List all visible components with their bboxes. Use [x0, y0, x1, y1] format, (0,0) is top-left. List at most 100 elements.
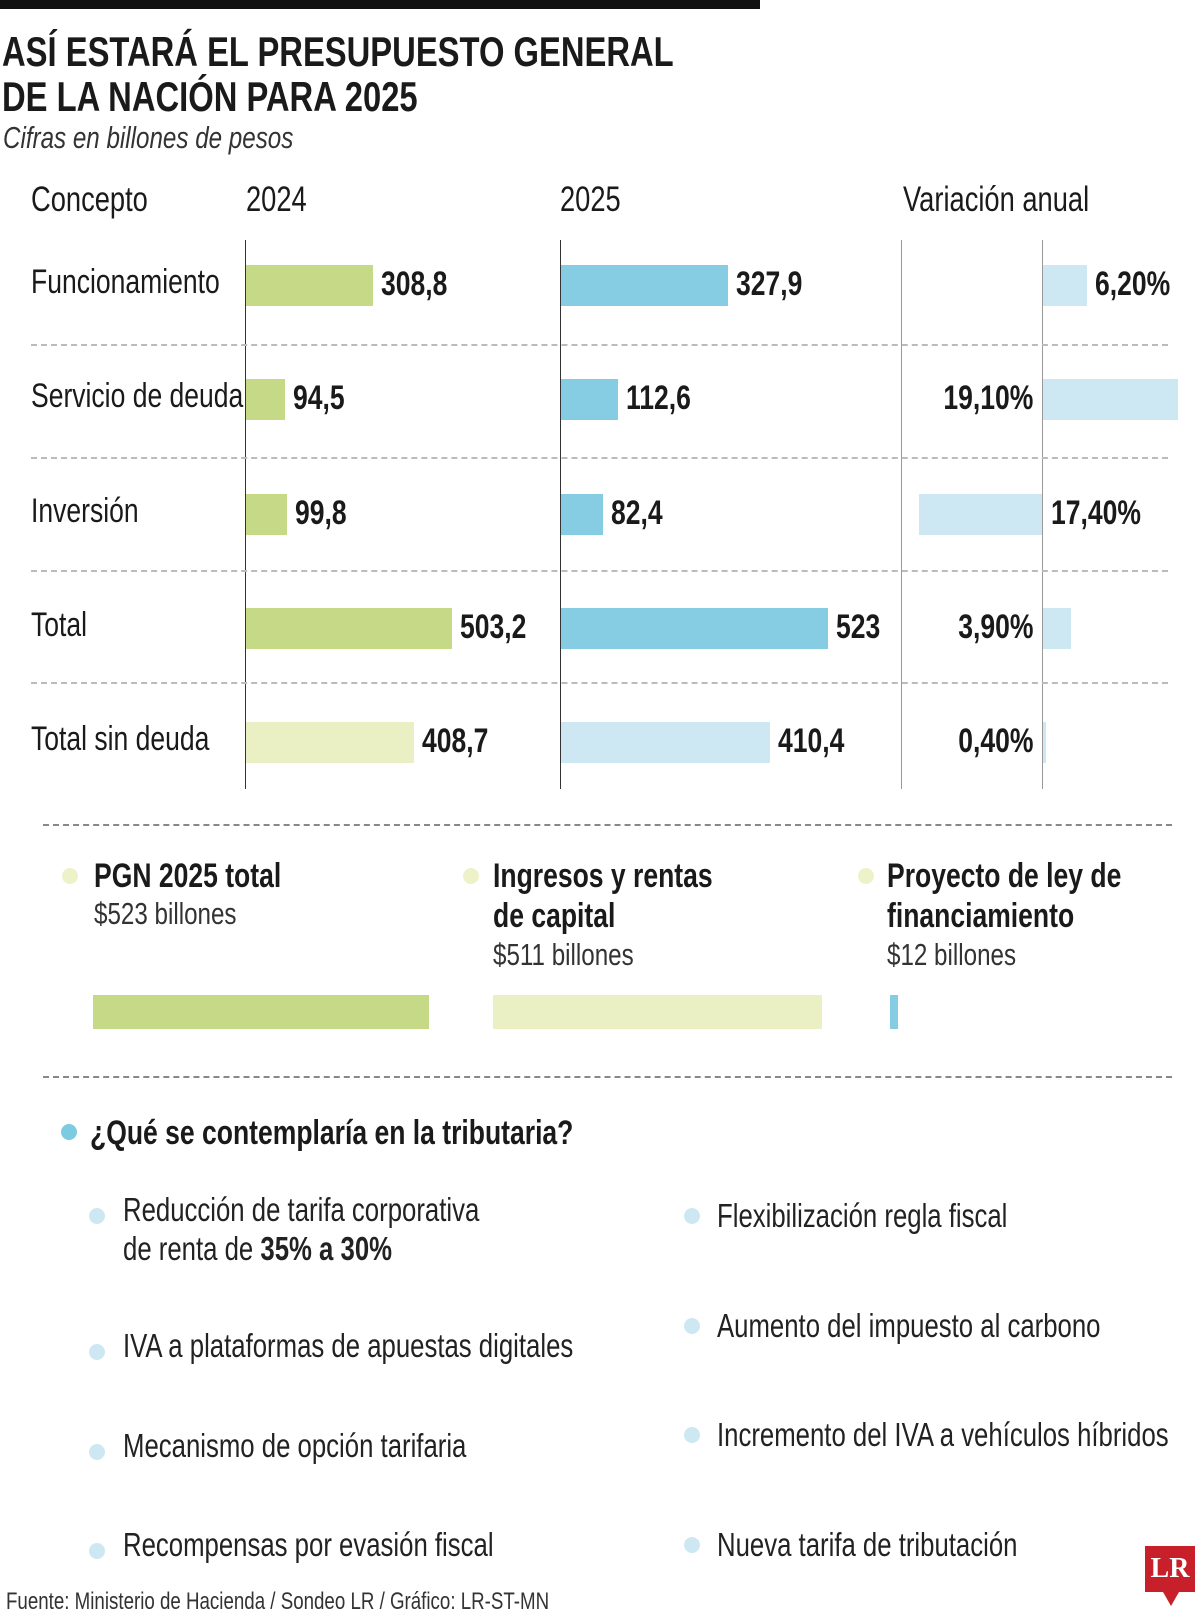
question-text: ¿Qué se contemplaría en la tributaria?: [90, 1114, 574, 1152]
value-label-2025: 327,9: [736, 265, 821, 304]
value-label-variacion-text: 19,10%: [943, 379, 1033, 417]
summary-bar: [493, 995, 822, 1029]
value-label-2024-text: 503,2: [460, 608, 527, 646]
summary-value: $523 billones: [94, 896, 277, 932]
summary-bar: [890, 995, 898, 1029]
tributaria-item: Mecanismo de opción tarifaria: [123, 1426, 563, 1465]
col-header-text: 2025: [560, 180, 621, 219]
summary-title-text: Proyecto de ley de: [887, 857, 1122, 895]
bullet-dot-icon: [89, 1543, 105, 1559]
tributaria-item: Incremento del IVA a vehículos híbridos: [717, 1415, 1200, 1454]
value-label-2025: 82,4: [611, 494, 677, 533]
value-label-2024-text: 308,8: [380, 265, 447, 303]
value-label-variacion-text: 17,40%: [1051, 494, 1141, 532]
tributaria-item: Reducción de tarifa corporativa de renta …: [123, 1190, 580, 1268]
col-header-2025: 2025: [560, 180, 638, 220]
section-divider: [43, 824, 1172, 826]
row-label: Total sin deuda: [31, 720, 260, 759]
col-header-text: Concepto: [31, 180, 148, 219]
value-label-variacion: 0,40%: [937, 722, 1033, 761]
summary-value-text: $511 billones: [493, 937, 634, 972]
bar-2024: [246, 379, 285, 420]
tributaria-item-text: Reducción de tarifa corporativa de renta …: [123, 1190, 479, 1268]
bar-2025: [561, 494, 604, 535]
value-label-2025-text: 82,4: [611, 494, 663, 532]
bullet-dot-icon: [858, 868, 874, 884]
tributaria-item-text: Recompensas por evasión fiscal: [123, 1525, 494, 1564]
row-label-text: Inversión: [31, 492, 139, 530]
bullet-dot-icon: [89, 1344, 105, 1360]
value-label-2025-text: 327,9: [736, 265, 803, 303]
summary-title-text: financiamiento: [887, 897, 1075, 935]
value-label-variacion-text: 3,90%: [957, 608, 1033, 646]
bullet-dot-icon: [61, 1124, 77, 1140]
summary-title-text: PGN 2025 total: [94, 857, 282, 895]
bar-variacion: [918, 494, 1042, 535]
axis-variacion: [901, 240, 902, 789]
item-line1: Recompensas por evasión fiscal: [123, 1526, 494, 1563]
tributaria-question: ¿Qué se contemplaría en la tributaria?: [90, 1114, 710, 1153]
item-line1: IVA a plataformas de apuestas digitales: [123, 1327, 574, 1364]
bullet-dot-icon: [89, 1208, 105, 1224]
bar-variacion: [1043, 379, 1179, 420]
row-divider: [31, 344, 1168, 346]
bullet-dot-icon: [684, 1427, 700, 1443]
chart-title-line2: DE LA NACIÓN PARA 2025: [2, 75, 535, 119]
tributaria-item: Nueva tarifa de tributación: [717, 1525, 1102, 1564]
title-text: DE LA NACIÓN PARA 2025: [2, 73, 418, 120]
item-line2: de renta de: [123, 1230, 261, 1267]
summary-title: financiamiento: [887, 896, 1127, 936]
row-label: Inversión: [31, 492, 169, 531]
bar-2025: [561, 379, 619, 420]
tributaria-item-text: IVA a plataformas de apuestas digitales: [123, 1326, 573, 1365]
item-line1: Reducción de tarifa corporativa: [123, 1191, 480, 1228]
value-label-2025-text: 112,6: [626, 379, 692, 417]
value-label-variacion: 17,40%: [1051, 494, 1166, 533]
axis-2024: [245, 240, 246, 789]
value-label-2024: 99,8: [295, 494, 361, 533]
row-divider: [31, 570, 1168, 572]
row-label-text: Total: [31, 606, 88, 644]
bullet-dot-icon: [684, 1208, 700, 1224]
bullet-dot-icon: [684, 1537, 700, 1553]
section-divider: [43, 1076, 1172, 1078]
chart-title-line1: ASÍ ESTARÁ EL PRESUPUESTO GENERAL: [2, 30, 863, 74]
tributaria-item-text: Nueva tarifa de tributación: [717, 1526, 1018, 1563]
row-label: Servicio de deuda: [31, 377, 303, 416]
lr-logo: LR: [1145, 1546, 1195, 1606]
chart-subtitle: Cifras en billones de pesos: [3, 120, 375, 156]
value-label-variacion: 19,10%: [918, 379, 1033, 418]
axis-2025: [560, 240, 561, 789]
col-header-text: 2024: [246, 180, 307, 219]
col-header-variacion: Variación anual: [903, 180, 1142, 220]
value-label-2025-text: 523: [835, 608, 880, 646]
tributaria-item-text: Aumento del impuesto al carbono: [717, 1307, 1101, 1344]
summary-title-text: Ingresos y rentas: [493, 857, 713, 895]
col-header-text: Variación anual: [903, 180, 1090, 219]
bar-2025: [561, 265, 729, 306]
summary-title: Ingresos y rentas: [493, 856, 775, 896]
summary-title-text: de capital: [493, 897, 616, 935]
value-label-variacion-text: 6,20%: [1094, 265, 1171, 303]
bar-variacion: [1043, 722, 1046, 763]
value-label-2024: 308,8: [381, 265, 466, 304]
tributaria-item: Recompensas por evasión fiscal: [123, 1525, 598, 1564]
row-divider: [31, 457, 1168, 459]
bullet-dot-icon: [62, 868, 78, 884]
col-header-2024: 2024: [246, 180, 324, 220]
summary-value-text: $523 billones: [94, 896, 237, 931]
summary-bar: [93, 995, 430, 1029]
row-label-text: Servicio de deuda: [31, 377, 244, 415]
title-text: ASÍ ESTARÁ EL PRESUPUESTO GENERAL: [2, 28, 674, 75]
value-label-variacion: 3,90%: [937, 608, 1033, 647]
bullet-dot-icon: [463, 868, 479, 884]
value-label-2024-text: 408,7: [421, 722, 488, 760]
value-label-variacion-text: 0,40%: [957, 722, 1033, 760]
bar-variacion: [1043, 608, 1071, 649]
value-label-2024-text: 99,8: [294, 494, 347, 532]
axis-variacion-zero: [1042, 240, 1043, 789]
bullet-dot-icon: [89, 1444, 105, 1460]
source-text: Fuente: Ministerio de Hacienda / Sondeo …: [6, 1588, 550, 1615]
tributaria-item: Flexibilización regla fiscal: [717, 1196, 1089, 1235]
bar-2024: [246, 608, 453, 649]
